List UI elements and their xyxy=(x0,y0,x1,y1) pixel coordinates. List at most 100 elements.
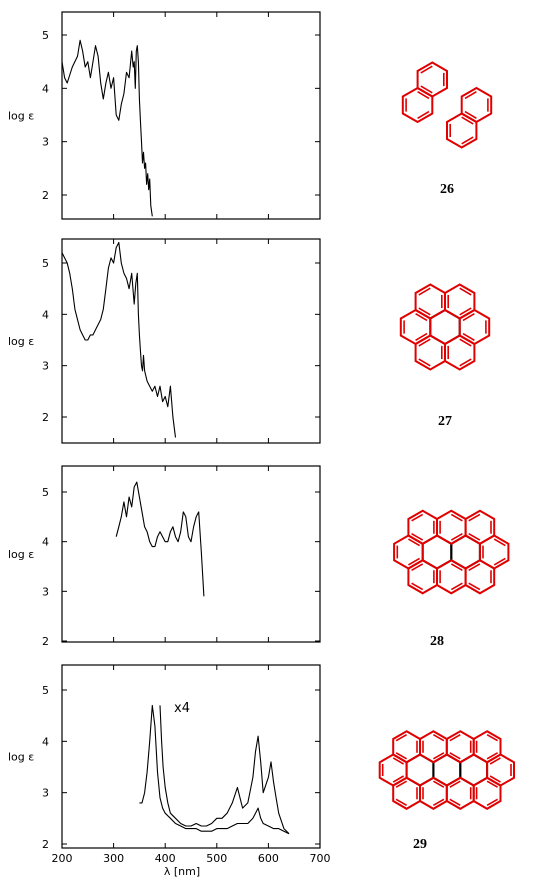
ring xyxy=(472,776,502,810)
ring xyxy=(445,730,475,764)
double-bond xyxy=(395,734,407,742)
double-bond xyxy=(411,533,424,541)
spectrum-panel-2: 2 3 4 5 log ε xyxy=(8,238,321,444)
ring xyxy=(464,559,496,595)
double-bond xyxy=(493,557,506,566)
double-bond xyxy=(420,65,433,74)
double-bond xyxy=(459,358,472,367)
y-tick-label: 4 xyxy=(42,735,49,748)
double-bond xyxy=(415,313,428,322)
double-bond xyxy=(462,332,475,341)
ring xyxy=(399,308,432,346)
y-tick-label: 2 xyxy=(42,635,49,648)
double-bond xyxy=(486,752,498,760)
x-tick-label: 200 xyxy=(52,852,73,865)
double-bond xyxy=(450,563,463,571)
double-bond xyxy=(462,313,475,322)
spectrum-panel-3: 2 3 4 5 log ε xyxy=(8,465,321,648)
spectrum-line-1 xyxy=(61,39,153,217)
double-bond xyxy=(450,533,463,541)
y-axis-label: log ε xyxy=(8,110,34,123)
ring xyxy=(393,534,424,570)
ring xyxy=(436,559,467,595)
y-tick-label: 5 xyxy=(42,684,49,697)
double-bond xyxy=(486,798,498,806)
molecule-27: 27 xyxy=(399,283,491,429)
double-bond xyxy=(459,287,472,296)
double-bond xyxy=(461,136,474,145)
double-bond xyxy=(449,780,461,788)
y-tick-label: 5 xyxy=(42,257,49,270)
double-bond xyxy=(449,798,461,806)
y-axis-label: log ε xyxy=(8,335,34,348)
double-bond xyxy=(459,338,472,347)
x-tick-label: 400 xyxy=(155,852,176,865)
double-bond xyxy=(417,91,430,100)
double-bond xyxy=(489,757,501,765)
double-bond xyxy=(433,798,445,806)
double-bond xyxy=(468,563,481,571)
double-bond xyxy=(418,358,431,367)
plot-frame xyxy=(61,465,321,643)
double-bond xyxy=(449,734,461,742)
y-tick-label: 2 xyxy=(42,411,49,424)
spectra-panels: 2 3 4 5 log ε 2 3 4 5 log ε 2 3 4 5 log ε 2 3 4 5 log ε x4 xyxy=(8,11,321,851)
double-bond xyxy=(449,752,461,760)
molecule-29: 29 xyxy=(378,730,515,852)
compound-number: 26 xyxy=(440,182,454,197)
double-bond xyxy=(395,780,407,788)
molecule-26: 26 xyxy=(401,61,493,197)
x-axis-label: λ [nm] xyxy=(164,865,200,878)
double-bond xyxy=(395,798,407,806)
double-bond xyxy=(450,582,463,591)
plot-frame xyxy=(61,11,321,220)
y-tick-label: 3 xyxy=(42,585,49,598)
x-tick-label: 300 xyxy=(103,852,124,865)
double-bond xyxy=(418,307,431,316)
double-bond xyxy=(464,91,477,100)
double-bond xyxy=(395,752,407,760)
double-bond xyxy=(468,513,481,522)
y-tick-label: 4 xyxy=(42,82,49,95)
double-bond xyxy=(486,734,498,742)
spectrum-line-1 xyxy=(139,704,290,835)
double-bond xyxy=(468,582,481,591)
molecule-structures: 26 27 28 29 xyxy=(378,61,515,852)
compound-number: 28 xyxy=(430,634,444,649)
y-tick-label: 4 xyxy=(42,308,49,321)
double-bond xyxy=(433,752,445,760)
spectrum-panel-4: 2 3 4 5 log ε x4 xyxy=(8,664,321,851)
y-tick-label: 4 xyxy=(42,536,49,549)
ring xyxy=(419,730,448,764)
double-bond xyxy=(411,513,424,522)
y-tick-label: 3 xyxy=(42,360,49,373)
y-axis-label: log ε xyxy=(8,548,34,561)
double-bond xyxy=(433,780,445,788)
double-bond xyxy=(411,563,424,571)
compound-number: 27 xyxy=(438,414,452,429)
double-bond xyxy=(468,533,481,541)
ring xyxy=(444,334,476,371)
ring xyxy=(445,776,475,810)
double-bond xyxy=(392,775,405,783)
double-bond xyxy=(450,513,463,522)
shared-x-axis: 200 300 400 500 600 700 λ [nm] xyxy=(52,852,331,878)
double-bond xyxy=(411,582,424,591)
double-bond xyxy=(420,85,433,94)
x-tick-label: 500 xyxy=(206,852,227,865)
y-tick-label: 5 xyxy=(42,486,49,499)
x-tick-label: 700 xyxy=(310,852,331,865)
ring xyxy=(446,112,478,149)
compound-number: 29 xyxy=(413,837,427,852)
spectrum-panel-1: 2 3 4 5 log ε xyxy=(8,11,321,220)
double-bond xyxy=(433,734,445,742)
spectrum-line-1 xyxy=(61,241,177,438)
spectrum-line-1 xyxy=(115,481,205,597)
y-tick-label: 2 xyxy=(42,189,49,202)
double-bond xyxy=(461,116,474,125)
double-bond xyxy=(418,338,431,347)
spectrum-line-2 xyxy=(159,705,290,835)
double-bond xyxy=(392,757,405,765)
double-bond xyxy=(486,780,498,788)
